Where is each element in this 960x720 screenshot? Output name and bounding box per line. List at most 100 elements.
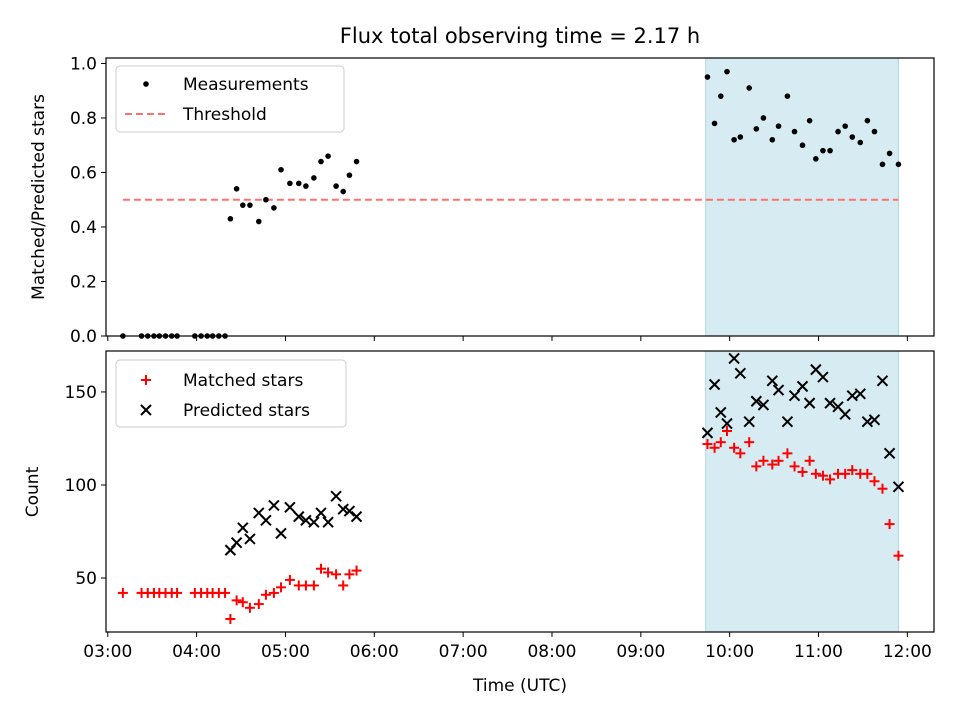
matched-star-point bbox=[709, 442, 720, 453]
predicted-star-point bbox=[330, 490, 342, 502]
predicted-star-point bbox=[766, 375, 779, 387]
predicted-star-point bbox=[260, 514, 272, 527]
predicted-star-point-b bbox=[230, 536, 243, 549]
predicted-star-point-b bbox=[781, 416, 794, 428]
matched-star-point bbox=[884, 519, 895, 530]
x-tick-label: 09:00 bbox=[616, 642, 665, 662]
predicted-star-point bbox=[788, 389, 801, 402]
predicted-star-point-b bbox=[721, 417, 733, 430]
count-y-tick-label: 100 bbox=[65, 476, 97, 496]
measurement-point bbox=[799, 142, 806, 149]
count-legend: Matched stars Predicted stars bbox=[115, 359, 347, 428]
measurement-point bbox=[775, 123, 782, 129]
ratio-y-tick-label: 1.0 bbox=[70, 54, 97, 74]
matched-legend-glyph bbox=[141, 375, 151, 385]
predicted-star-point-b bbox=[824, 397, 836, 409]
predicted-star-point bbox=[343, 505, 356, 517]
predicted-star-point bbox=[876, 375, 889, 387]
measurement-point bbox=[278, 166, 284, 173]
predicted-star-point-b bbox=[743, 416, 755, 428]
predicted-star-point-b bbox=[766, 375, 779, 387]
predicted-star-point bbox=[817, 371, 829, 383]
predicted-star-point bbox=[796, 380, 809, 393]
matched-star-point bbox=[323, 567, 334, 578]
matched-star-point bbox=[331, 569, 342, 580]
count-y-axis-ticks: 50 100 150 bbox=[65, 383, 106, 589]
ratio-legend-box bbox=[115, 65, 345, 133]
matched-star-point bbox=[804, 455, 815, 466]
predicted-star-point bbox=[284, 501, 296, 514]
predicted-star-point-b bbox=[708, 378, 721, 391]
predicted-star-point-b bbox=[343, 505, 356, 517]
measurement-point bbox=[303, 183, 309, 189]
predicted-legend-glyph-b bbox=[140, 404, 152, 416]
matched-star-point bbox=[751, 461, 762, 472]
predicted-star-point-b bbox=[293, 510, 305, 523]
measurement-point bbox=[864, 117, 871, 124]
measurement-point bbox=[769, 136, 776, 143]
matched-star-point bbox=[767, 459, 778, 470]
matched-star-point bbox=[351, 565, 362, 576]
measurement-point bbox=[813, 156, 819, 162]
predicted-star-point bbox=[757, 399, 770, 411]
measurement-legend-label: Measurements bbox=[183, 75, 309, 95]
predicted-star-point-b bbox=[350, 510, 363, 523]
x-tick-label: 05:00 bbox=[261, 642, 310, 662]
measurement-point bbox=[704, 74, 711, 80]
ratio-panel: 0.0 0.2 0.4 0.6 0.8 1.0 Matched/Predicted sta… bbox=[29, 54, 935, 347]
measurement-points bbox=[120, 68, 902, 339]
measurement-point bbox=[295, 180, 302, 187]
x-tick-label: 11:00 bbox=[794, 642, 843, 662]
measurement-point bbox=[842, 123, 848, 129]
measurement-point bbox=[318, 158, 324, 165]
predicted-star-point bbox=[715, 406, 727, 419]
ratio-y-axis-ticks: 0.0 0.2 0.4 0.6 0.8 1.0 bbox=[70, 54, 106, 347]
predicted-star-point-b bbox=[876, 375, 889, 387]
ratio-y-tick-label: 0.6 bbox=[70, 163, 97, 183]
measurement-point bbox=[263, 196, 269, 203]
predicted-star-point-b bbox=[337, 503, 349, 515]
measurement-point bbox=[325, 153, 331, 159]
measurement-point bbox=[724, 68, 730, 75]
matched-star-point bbox=[758, 455, 769, 466]
predicted-star-point-b bbox=[750, 395, 763, 407]
predicted-star-point-b bbox=[832, 401, 844, 413]
predicted-legend-glyph bbox=[140, 404, 152, 416]
predicted-star-point bbox=[293, 510, 305, 523]
matched-star-point bbox=[284, 574, 295, 585]
predicted-star-point bbox=[708, 378, 721, 391]
measurement-point bbox=[256, 218, 262, 225]
measurement-point bbox=[346, 172, 353, 178]
x-tick-label: 04:00 bbox=[172, 642, 221, 662]
matched-star-point bbox=[260, 589, 271, 600]
ratio-plot-frame bbox=[105, 57, 935, 337]
measurement-point bbox=[753, 126, 760, 132]
matched-star-point bbox=[782, 448, 793, 459]
predicted-legend-marker bbox=[140, 404, 152, 416]
matched-star-point bbox=[825, 474, 836, 485]
matched-stars-points bbox=[117, 426, 904, 624]
count-y-axis-label: Count bbox=[23, 466, 43, 517]
predicted-star-point-b bbox=[253, 507, 265, 519]
ratio-y-tick-label: 0.8 bbox=[70, 109, 97, 129]
predicted-star-point-b bbox=[796, 380, 809, 393]
measurement-point bbox=[240, 202, 246, 208]
measurement-point bbox=[746, 85, 753, 91]
predicted-star-point bbox=[868, 414, 881, 426]
predicted-star-point bbox=[854, 388, 866, 400]
matched-star-point bbox=[773, 455, 784, 466]
measurement-point bbox=[886, 150, 893, 157]
measurement-point bbox=[791, 128, 798, 135]
ratio-y-tick-label: 0.0 bbox=[70, 327, 97, 347]
predicted-star-point-b bbox=[728, 352, 740, 365]
predicted-star-point-b bbox=[284, 501, 296, 514]
predicted-star-point-b bbox=[701, 427, 714, 439]
ratio-y-axis-label: Matched/Predicted stars bbox=[29, 94, 49, 300]
predicted-star-point-b bbox=[883, 447, 896, 460]
measurement-point bbox=[806, 117, 813, 124]
predicted-star-point-b bbox=[803, 397, 816, 409]
matched-star-point bbox=[231, 595, 242, 606]
matched-star-point bbox=[253, 599, 264, 610]
measurement-point bbox=[333, 183, 339, 189]
